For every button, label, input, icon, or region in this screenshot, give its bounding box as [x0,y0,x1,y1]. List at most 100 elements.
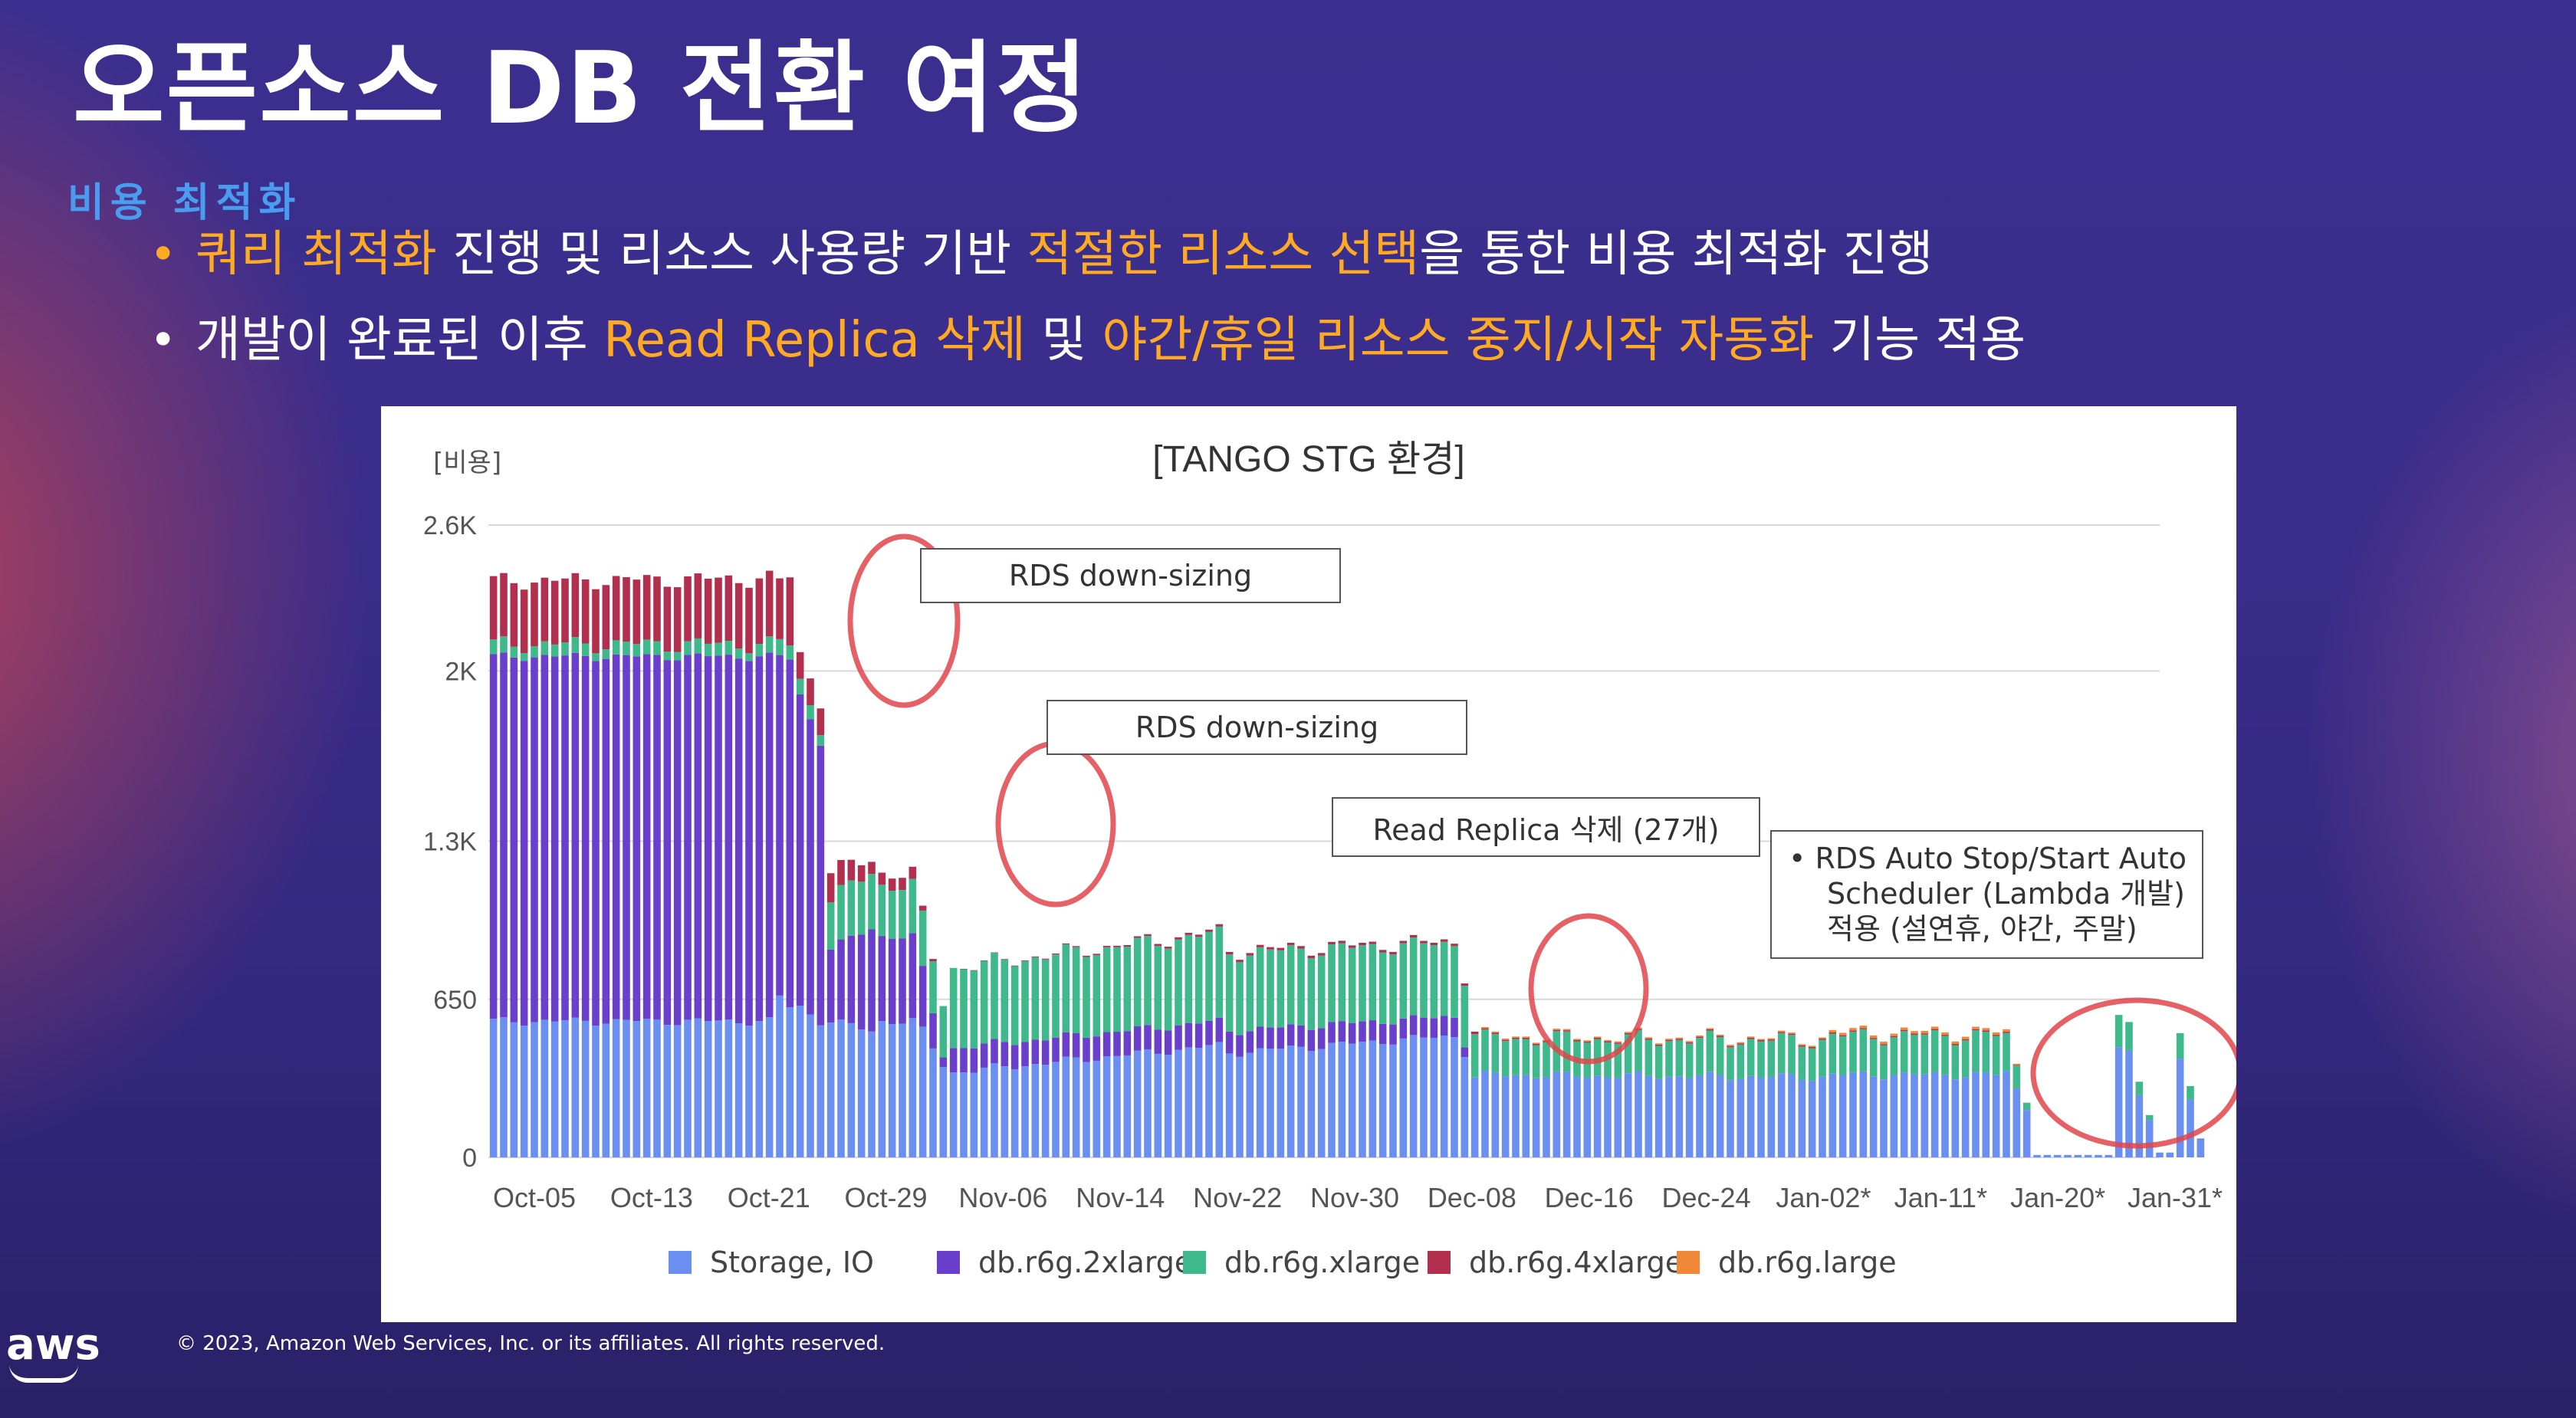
bar-segment-storage-io [2022,1110,2031,1157]
bar-segment-db-r6g-4xlarge [1123,944,1132,947]
bar-segment-storage-io [694,1018,702,1157]
bar-segment-storage-io [1716,1075,1724,1157]
bar-segment-db-r6g-xlarge [1972,1030,1980,1072]
bar-segment-db-r6g-xlarge [939,1006,948,1058]
bar-segment-db-r6g-4xlarge [1267,947,1274,950]
bar-segment-db-r6g-2xlarge [561,655,569,1021]
bar-segment-storage-io [2176,1059,2184,1157]
bar-segment-db-r6g-xlarge [755,644,764,657]
bar [1685,1041,1694,1157]
bar-segment-db-r6g-xlarge [837,885,845,940]
bar-segment-storage-io [1205,1045,1213,1157]
bar-segment-storage-io [1972,1072,1980,1157]
bar-segment-storage-io [1512,1075,1520,1157]
x-tick-label: Jan-02* [1776,1182,1871,1213]
bar-segment-storage-io [2095,1154,2102,1157]
bar-segment-storage-io [2145,1120,2154,1157]
bar-segment-db-r6g-4xlarge [2003,1032,2010,1033]
legend-swatch [1677,1251,1700,1274]
bar-segment-db-r6g-large [1614,1041,1622,1043]
bar-segment-db-r6g-2xlarge [623,655,630,1020]
bar-segment-storage-io [1654,1078,1663,1157]
bar-segment-db-r6g-4xlarge [1869,1038,1878,1039]
bar-segment-storage-io [623,1019,630,1157]
bar [673,587,682,1157]
y-tick-label: 2.6K [423,511,477,540]
bar-segment-db-r6g-xlarge [2114,1015,2123,1048]
section-label: 비용 최적화 [67,180,302,226]
bar-segment-db-r6g-xlarge [888,891,896,939]
bar-segment-db-r6g-2xlarge [510,657,518,1022]
bar-segment-db-r6g-xlarge [1614,1043,1622,1078]
bar-segment-db-r6g-xlarge [2145,1114,2154,1121]
bar-segment-db-r6g-4xlarge [1593,1037,1602,1039]
bar [2013,1063,2021,1157]
bar [612,576,620,1157]
bar-segment-db-r6g-4xlarge [694,573,702,638]
bar-segment-db-r6g-4xlarge [623,577,630,642]
bar-segment-db-r6g-2xlarge [1062,1032,1070,1057]
bar-segment-db-r6g-xlarge [500,636,508,653]
bar-segment-storage-io [2084,1154,2092,1157]
bar-segment-db-r6g-xlarge [1031,957,1040,1040]
bar-segment-db-r6g-2xlarge [807,719,814,1015]
bar-segment-storage-io [2003,1071,2010,1157]
bar-segment-db-r6g-xlarge [1911,1034,1918,1075]
bar-segment-db-r6g-4xlarge [1777,1032,1786,1033]
bar [1838,1032,1847,1157]
bar-segment-db-r6g-4xlarge [776,578,784,639]
bar-segment-db-r6g-4xlarge [1665,1039,1673,1042]
bar-segment-db-r6g-4xlarge [1102,945,1111,947]
bar-segment-db-r6g-2xlarge [796,694,804,1006]
bar-segment-db-r6g-4xlarge [1215,924,1224,927]
bar-segment-db-r6g-xlarge [734,648,743,659]
bar-segment-db-r6g-large [1706,1028,1714,1029]
bar-segment-db-r6g-large [1624,1032,1632,1033]
bar [1154,944,1162,1157]
bar-segment-db-r6g-xlarge [745,653,753,661]
bar [1501,1039,1510,1157]
bar-segment-db-r6g-xlarge [1921,1034,1929,1075]
bar-segment-db-r6g-2xlarge [1286,1024,1295,1046]
bar [1276,947,1285,1157]
bar-segment-db-r6g-4xlarge [1164,947,1172,949]
bar-segment-db-r6g-large [1982,1028,1990,1031]
bullet-text-highlight: 야간/휴일 리소스 중지/시작 자동화 [1102,312,1814,369]
bar-segment-db-r6g-xlarge [1838,1036,1847,1075]
bullet-dot: • [150,313,177,367]
bar-segment-storage-io [2125,1050,2133,1157]
highlight-circle [2030,997,2236,1149]
bar-segment-db-r6g-2xlarge [1409,1015,1418,1036]
bar [857,865,866,1157]
bar-segment-db-r6g-2xlarge [1420,1017,1428,1038]
bar-segment-db-r6g-xlarge [1083,957,1090,1038]
bar [1348,945,1356,1157]
bar [2095,1154,2102,1157]
bar-segment-db-r6g-4xlarge [1359,943,1366,946]
bar-segment-db-r6g-large [1552,1029,1561,1030]
bar-segment-db-r6g-2xlarge [724,655,733,1020]
bar-segment-db-r6g-4xlarge [704,578,712,644]
bar-segment-storage-io [939,1067,948,1157]
bar-segment-db-r6g-xlarge [2022,1102,2031,1111]
bar-segment-db-r6g-large [1491,1031,1500,1033]
bar-segment-storage-io [592,1026,600,1157]
bar-segment-db-r6g-xlarge [1194,937,1203,1024]
bar-segment-db-r6g-4xlarge [673,587,682,652]
bar [704,578,712,1157]
bar [1593,1036,1602,1157]
bar-segment-db-r6g-large [1849,1028,1857,1031]
bar-segment-storage-io [1911,1074,1918,1157]
bar [1389,951,1397,1157]
bar-segment-storage-io [581,1020,590,1157]
bar-segment-storage-io [745,1026,753,1157]
bar-segment-db-r6g-2xlarge [868,929,876,1032]
bar-segment-db-r6g-4xlarge [1696,1036,1704,1039]
bar-segment-db-r6g-4xlarge [960,968,968,970]
bar [734,583,743,1157]
bar-segment-storage-io [1359,1042,1366,1157]
bar-segment-storage-io [1941,1075,1949,1157]
bar-segment-storage-io [847,1022,856,1157]
bar [642,575,651,1157]
bar [1911,1031,1918,1157]
